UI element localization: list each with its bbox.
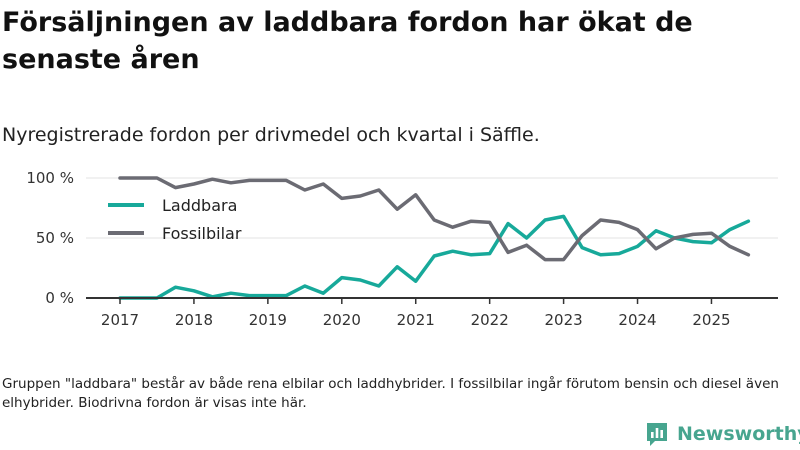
- chart-caption: Gruppen "laddbara" består av både rena e…: [2, 376, 779, 411]
- y-tick-label-50: 50 %: [36, 229, 74, 247]
- chart-subtitle: Nyregistrerade fordon per drivmedel och …: [2, 124, 540, 146]
- y-tick-label-100: 100 %: [26, 169, 74, 187]
- x-tick-label-2024: 2024: [618, 311, 656, 329]
- logo-text: Newsworthy: [677, 423, 800, 445]
- x-tick-label-2020: 2020: [323, 311, 361, 329]
- x-tick-label-2017: 2017: [101, 311, 139, 329]
- legend-label-fossilbilar: Fossilbilar: [162, 224, 242, 243]
- x-tick-label-2025: 2025: [692, 311, 730, 329]
- line-chart: 0 % 50 % 100 % 2017 2018 2019 2020 2021 2022 2023…: [26, 169, 778, 329]
- newsworthy-logo: Newsworthy: [645, 420, 800, 448]
- legend: Laddbara Fossilbilar: [108, 196, 242, 243]
- bar-chart-logo-icon: [647, 423, 667, 446]
- x-tick-label-2019: 2019: [249, 311, 287, 329]
- x-tick-label-2023: 2023: [545, 311, 583, 329]
- series-line-fossilbilar: [118, 176, 751, 262]
- legend-label-laddbara: Laddbara: [162, 196, 237, 215]
- grid-layer: [86, 177, 778, 239]
- y-tick-label-0: 0 %: [45, 289, 74, 307]
- x-tick-label-2022: 2022: [471, 311, 509, 329]
- line-layer: [118, 176, 751, 300]
- x-tick-label-2018: 2018: [175, 311, 213, 329]
- chart-title: Försäljningen av laddbara fordon har öka…: [2, 7, 693, 75]
- axis-layer: 0 % 50 % 100 % 2017 2018 2019 2020 2021 2022 2023…: [26, 169, 778, 329]
- x-tick-label-2021: 2021: [397, 311, 435, 329]
- series-line-laddbara: [118, 214, 751, 300]
